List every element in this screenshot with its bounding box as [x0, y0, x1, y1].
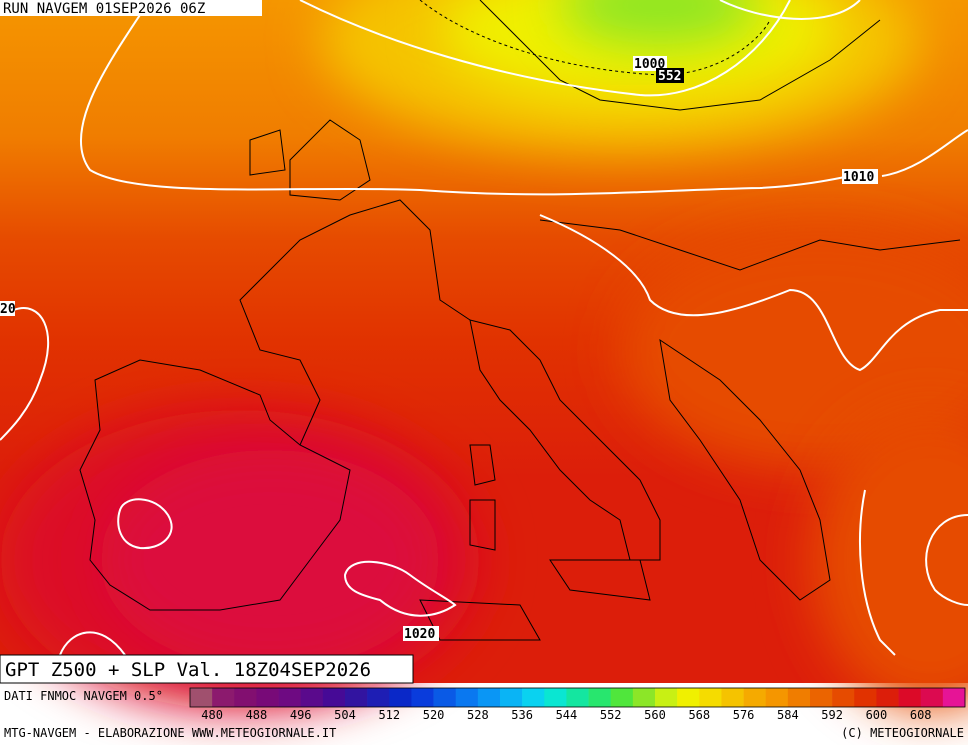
colorbar-swatch: [256, 688, 279, 707]
header: RUN NAVGEM 01SEP2026 06Z: [3, 1, 205, 17]
colorbar-label: 560: [644, 708, 666, 722]
colorbar-swatch: [721, 688, 744, 707]
colorbar-swatch: [610, 688, 634, 707]
colorbar-swatch: [588, 688, 612, 707]
label-box: [0, 301, 15, 316]
colorbar-swatch: [500, 688, 523, 707]
colorbar-label: 520: [423, 708, 445, 722]
colorbar-label: 592: [821, 708, 843, 722]
colorbar-swatch: [677, 688, 700, 707]
colorbar-swatch: [234, 688, 257, 707]
colorbar-label: 488: [246, 708, 268, 722]
colorbar-swatch: [477, 688, 501, 707]
colorbar-swatch: [942, 688, 966, 707]
colorbar-swatch: [699, 688, 722, 707]
contour-label: 1020: [404, 627, 435, 642]
colorbar-swatch: [898, 688, 922, 707]
colorbar-swatch: [854, 688, 877, 707]
colorbar-swatch: [655, 688, 678, 707]
colorbar-swatch: [433, 688, 457, 707]
colorbar-swatch: [632, 688, 656, 707]
colorbar-label: 512: [378, 708, 400, 722]
footer-left: MTG-NAVGEM - ELABORAZIONE WWW.METEOGIORN…: [4, 726, 336, 740]
header-box: [0, 0, 262, 16]
contour-label: 552: [658, 69, 681, 84]
colorbar-swatch: [455, 688, 479, 707]
coastlines: [79, 0, 961, 641]
colorbar-label: 576: [733, 708, 755, 722]
colorbar-label: 536: [511, 708, 533, 722]
footer-right: (C) METEOGIORNALE: [841, 726, 964, 740]
colorbar-swatch: [367, 688, 390, 707]
colorbar-label: 504: [334, 708, 356, 722]
colorbar-caption: DATI FNMOC NAVGEM 0.5°: [4, 689, 163, 703]
colorbar-swatch: [810, 688, 833, 707]
colorbar-swatch: [411, 688, 434, 707]
label-box: [842, 169, 878, 184]
title: GPT Z500 + SLP Val. 18Z04SEP2026: [5, 659, 371, 681]
colorbar-swatch: [278, 688, 302, 707]
colorbar-swatch: [743, 688, 767, 707]
colorbar-swatch: [920, 688, 944, 707]
colorbar-label: 544: [556, 708, 578, 722]
colorbar-swatch: [300, 688, 324, 707]
colorbar-label: 584: [777, 708, 799, 722]
colorbar-swatch: [566, 688, 589, 707]
colorbar-swatch: [832, 688, 855, 707]
colorbar-swatch: [522, 688, 545, 707]
colorbar-label: 600: [866, 708, 888, 722]
colorbar-label: 480: [201, 708, 223, 722]
label-box: [656, 68, 684, 83]
field: [0, 0, 968, 710]
colorbar-swatch: [765, 688, 789, 707]
colorbar-label: 496: [290, 708, 312, 722]
colorbar-label: 568: [688, 708, 710, 722]
isobars: [0, 0, 968, 655]
colorbar-label: 552: [600, 708, 622, 722]
colorbar-swatch: [322, 688, 346, 707]
colorbar-swatch: [190, 688, 213, 707]
colorbar-swatch: [876, 688, 899, 707]
colorbar-label: 528: [467, 708, 489, 722]
contour-label: 1010: [843, 170, 874, 185]
label-box: [403, 626, 439, 641]
title-box: [0, 654, 414, 684]
colorbar-swatch: [212, 688, 235, 707]
colorbar: 480 488 496 504 512 520 528 536 544 552 560 568 576 5…: [189, 687, 966, 722]
colorbar-frame: [189, 687, 966, 708]
label-box: [633, 56, 667, 71]
colorbar-swatch: [787, 688, 811, 707]
colorbar-swatch: [389, 688, 412, 707]
colorbar-label: 608: [910, 708, 932, 722]
colorbar-swatch: [544, 688, 567, 707]
colorbar-swatch: [345, 688, 368, 707]
contour-label: 20: [0, 302, 16, 317]
geopotential-contour: [419, 0, 771, 76]
